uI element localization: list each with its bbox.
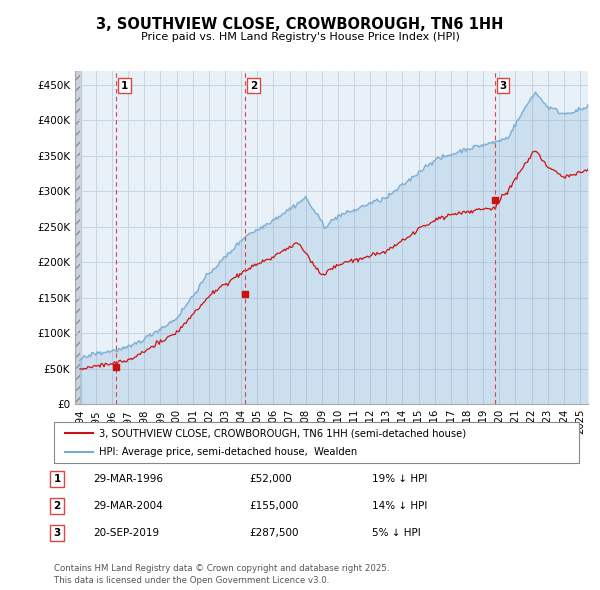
- Text: 3, SOUTHVIEW CLOSE, CROWBOROUGH, TN6 1HH: 3, SOUTHVIEW CLOSE, CROWBOROUGH, TN6 1HH: [97, 17, 503, 32]
- Text: 14% ↓ HPI: 14% ↓ HPI: [372, 501, 427, 510]
- Text: £52,000: £52,000: [249, 474, 292, 484]
- Bar: [75, 71, 80, 404]
- Text: 1: 1: [53, 474, 61, 484]
- Text: 20-SEP-2019: 20-SEP-2019: [93, 529, 159, 538]
- Text: HPI: Average price, semi-detached house,  Wealden: HPI: Average price, semi-detached house,…: [98, 447, 357, 457]
- Text: 29-MAR-1996: 29-MAR-1996: [93, 474, 163, 484]
- Text: 29-MAR-2004: 29-MAR-2004: [93, 501, 163, 510]
- Text: 3, SOUTHVIEW CLOSE, CROWBOROUGH, TN6 1HH (semi-detached house): 3, SOUTHVIEW CLOSE, CROWBOROUGH, TN6 1HH…: [98, 428, 466, 438]
- Text: 3: 3: [500, 81, 507, 91]
- FancyBboxPatch shape: [54, 422, 579, 463]
- Text: 5% ↓ HPI: 5% ↓ HPI: [372, 529, 421, 538]
- Text: 2: 2: [53, 501, 61, 510]
- Text: 2: 2: [250, 81, 257, 91]
- Text: 19% ↓ HPI: 19% ↓ HPI: [372, 474, 427, 484]
- Text: Price paid vs. HM Land Registry's House Price Index (HPI): Price paid vs. HM Land Registry's House …: [140, 32, 460, 41]
- Bar: [75, 71, 80, 404]
- Text: Contains HM Land Registry data © Crown copyright and database right 2025.
This d: Contains HM Land Registry data © Crown c…: [54, 564, 389, 585]
- Text: 3: 3: [53, 529, 61, 538]
- Text: £155,000: £155,000: [249, 501, 298, 510]
- Text: 1: 1: [121, 81, 128, 91]
- Text: £287,500: £287,500: [249, 529, 299, 538]
